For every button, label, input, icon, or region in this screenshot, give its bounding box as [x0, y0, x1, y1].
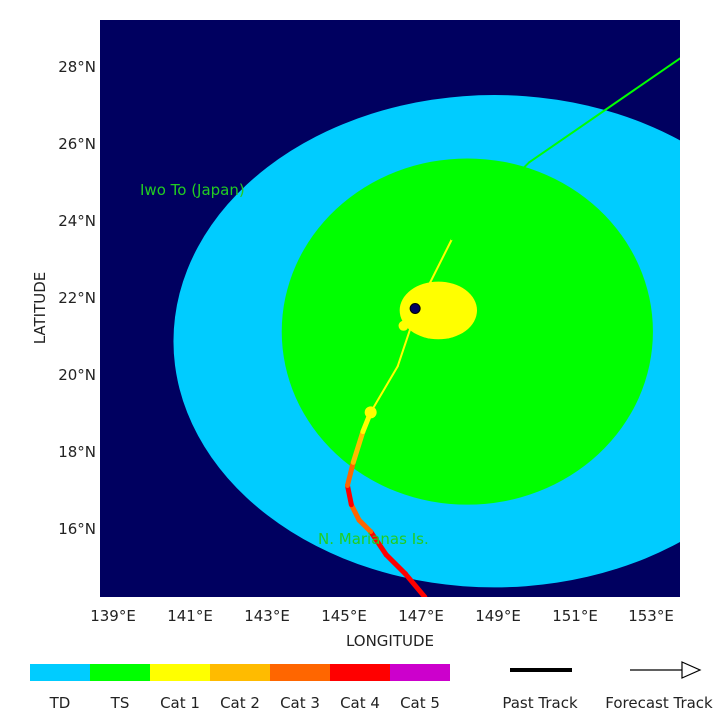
lat-tick-20: 20°N: [58, 366, 96, 384]
legend-label-cat2: Cat 2: [220, 694, 260, 712]
wind-field-ts: [281, 158, 653, 505]
legend-swatch-cat2: [210, 664, 270, 681]
lon-tick-145: 145°E: [321, 607, 367, 625]
past-track-segment: [350, 429, 366, 465]
lon-tick-153: 153°E: [628, 607, 674, 625]
wind-field-cat-1: [399, 281, 478, 340]
past-track-segment: [344, 459, 356, 488]
forecast-track-segment: [528, 57, 680, 164]
legend-label-past-track: Past Track: [502, 694, 578, 712]
forecast-track-segment: [396, 307, 419, 368]
wind-field-cat-1-fragment: [398, 320, 409, 331]
map-frame: [100, 20, 680, 597]
x-axis-title: LONGITUDE: [345, 632, 435, 650]
lon-tick-139: 139°E: [90, 607, 136, 625]
lon-tick-143: 143°E: [244, 607, 290, 625]
legend-label-td: TD: [49, 694, 71, 712]
legend-swatch-cat4: [330, 664, 390, 681]
lat-tick-26: 26°N: [58, 135, 96, 153]
legend-swatch-cat3: [270, 664, 330, 681]
y-axis-title: LATITUDE: [31, 271, 49, 345]
track-legend-icons: [510, 661, 702, 679]
place-label-iwo-to: Iwo To (Japan): [140, 181, 245, 199]
legend-label-forecast-track: Forecast Track: [605, 694, 713, 712]
lat-tick-28: 28°N: [58, 58, 96, 76]
legend-swatch-td: [30, 664, 90, 681]
legend-label-cat5: Cat 5: [400, 694, 440, 712]
forecast-track-arrow-icon: [630, 661, 702, 679]
legend-swatch-cat5: [390, 664, 450, 681]
legend-label-cat3: Cat 3: [280, 694, 320, 712]
legend-swatch-cat1: [150, 664, 210, 681]
past-track-segment: [368, 529, 389, 558]
past-track-segment: [383, 552, 408, 577]
lat-tick-24: 24°N: [58, 212, 96, 230]
lon-tick-147: 147°E: [398, 607, 444, 625]
place-label-n-marianas: N. Marianas Is.: [318, 530, 429, 548]
track-position-dot: [364, 406, 377, 419]
past-track-segment: [356, 517, 374, 535]
past-track-segment: [402, 571, 428, 597]
past-track-segment: [348, 502, 362, 523]
storm-map: [173, 57, 680, 597]
past-track-segment: [344, 482, 354, 508]
legend-swatch-ts: [90, 664, 150, 681]
storm-center-icon: [409, 303, 421, 314]
lon-tick-151: 151°E: [552, 607, 598, 625]
legend-label-cat1: Cat 1: [160, 694, 200, 712]
lon-tick-149: 149°E: [475, 607, 521, 625]
forecast-track-segment: [369, 365, 399, 414]
lon-tick-141: 141°E: [167, 607, 213, 625]
legend-label-cat4: Cat 4: [340, 694, 380, 712]
lat-tick-22: 22°N: [58, 289, 96, 307]
legend-label-ts: TS: [110, 694, 130, 712]
lat-tick-16: 16°N: [58, 520, 96, 538]
forecast-track-segment: [450, 161, 531, 241]
forecast-track-segment: [416, 238, 453, 310]
lat-tick-18: 18°N: [58, 443, 96, 461]
